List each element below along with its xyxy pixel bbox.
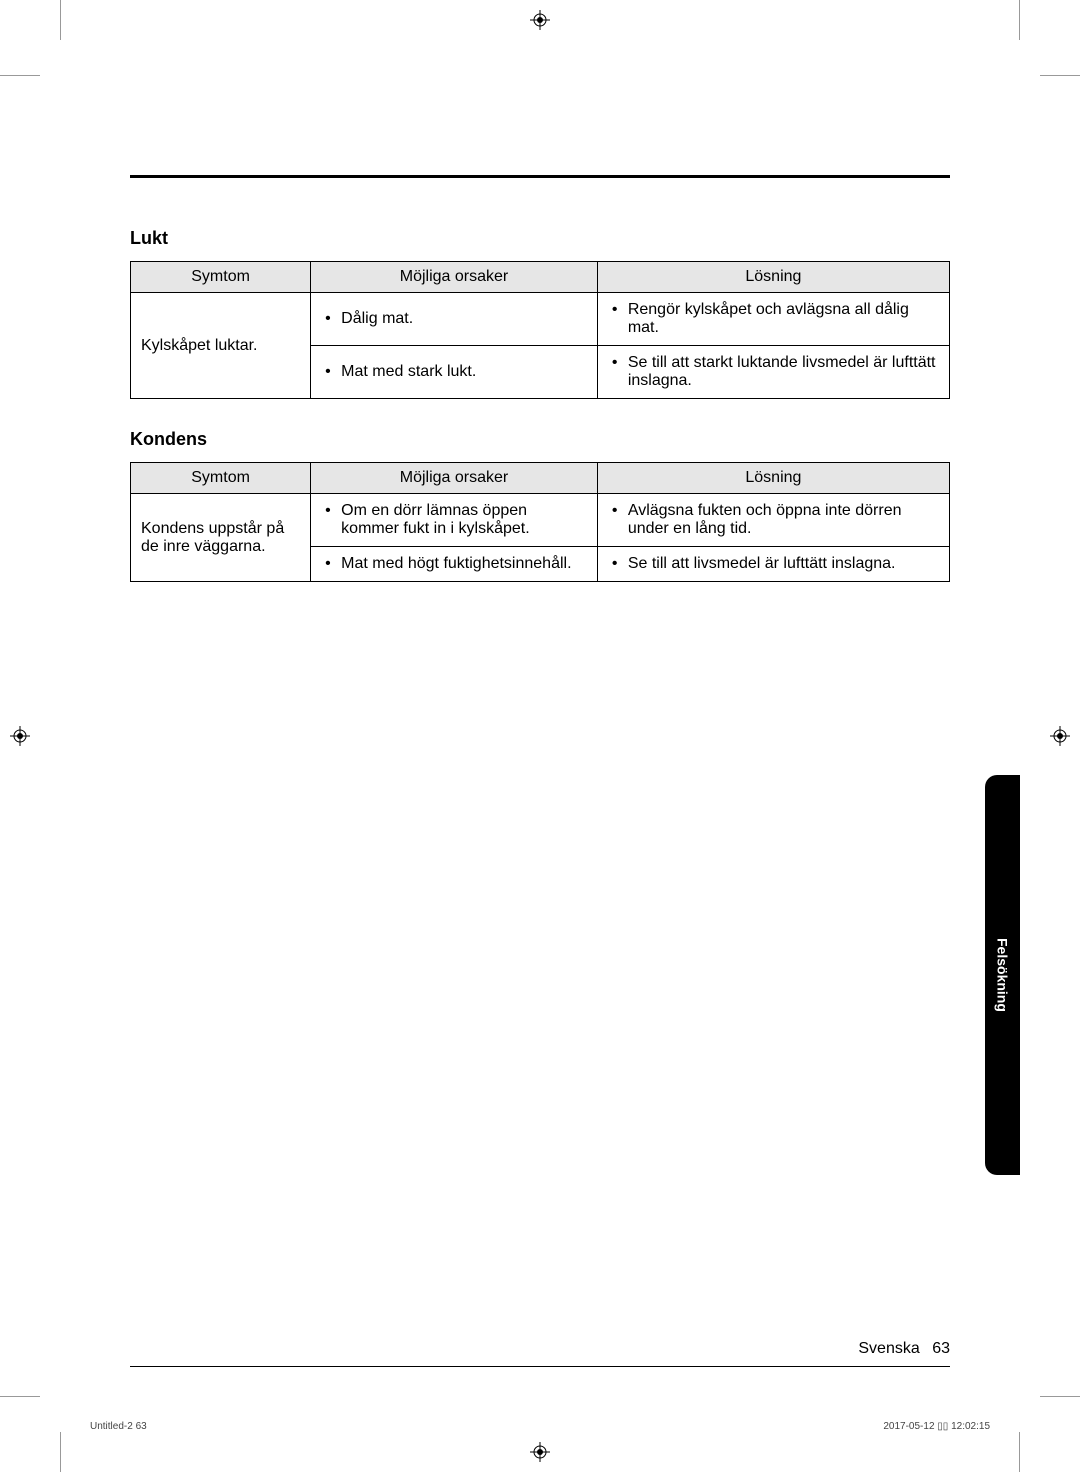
footer-page-number: 63 (932, 1340, 950, 1357)
table-header-cause: Möjliga orsaker (311, 463, 598, 494)
solution-text: Se till att livsmedel är lufttätt inslag… (608, 555, 939, 573)
symptom-cell: Kylskåpet luktar. (131, 293, 311, 399)
table-header-solution: Lösning (597, 262, 949, 293)
crop-mark (1019, 1432, 1020, 1472)
cause-cell: Mat med stark lukt. (311, 346, 598, 399)
registration-mark-icon (530, 10, 550, 30)
solution-text: Avlägsna fukten och öppna inte dörren un… (608, 502, 939, 538)
section-side-tab: Felsökning (985, 775, 1020, 1175)
registration-mark-icon (530, 1442, 550, 1462)
header-rule (130, 175, 950, 178)
table-row: Kylskåpet luktar. Dålig mat. Rengör kyls… (131, 293, 950, 346)
page-footer-area: Svenska 63 (130, 1366, 950, 1367)
symptom-cell: Kondens uppstår på de inre väggarna. (131, 494, 311, 582)
print-meta-left: Untitled-2 63 (90, 1421, 147, 1432)
table-row: Kondens uppstår på de inre väggarna. Om … (131, 494, 950, 547)
crop-mark (1019, 0, 1020, 40)
cause-text: Mat med stark lukt. (321, 363, 587, 381)
cause-text: Dålig mat. (321, 310, 587, 328)
solution-text: Rengör kylskåpet och avlägsna all dålig … (608, 301, 939, 337)
cause-text: Mat med högt fuktighetsinnehåll. (321, 555, 587, 573)
side-tab-label: Felsökning (995, 938, 1011, 1012)
cause-cell: Mat med högt fuktighetsinnehåll. (311, 547, 598, 582)
section-heading-lukt: Lukt (130, 228, 950, 249)
table-header-cause: Möjliga orsaker (311, 262, 598, 293)
table-header-symptom: Symtom (131, 463, 311, 494)
print-metadata: Untitled-2 63 2017-05-12 ▯▯ 12:02:15 (90, 1421, 990, 1432)
solution-text: Se till att starkt luktande livsmedel är… (608, 354, 939, 390)
troubleshooting-table-kondens: Symtom Möjliga orsaker Lösning Kondens u… (130, 462, 950, 582)
footer-rule (130, 1366, 950, 1367)
footer-language: Svenska (858, 1340, 919, 1357)
crop-mark (60, 1432, 61, 1472)
cause-text: Om en dörr lämnas öppen kommer fukt in i… (321, 502, 587, 538)
solution-cell: Rengör kylskåpet och avlägsna all dålig … (597, 293, 949, 346)
troubleshooting-table-lukt: Symtom Möjliga orsaker Lösning Kylskåpet… (130, 261, 950, 399)
solution-cell: Se till att starkt luktande livsmedel är… (597, 346, 949, 399)
page-content: Lukt Symtom Möjliga orsaker Lösning Kyls… (60, 75, 1020, 1397)
section-heading-kondens: Kondens (130, 429, 950, 450)
crop-mark (1040, 75, 1080, 76)
solution-cell: Avlägsna fukten och öppna inte dörren un… (597, 494, 949, 547)
crop-mark (0, 75, 40, 76)
crop-mark (1040, 1396, 1080, 1397)
crop-mark (60, 0, 61, 40)
table-header-solution: Lösning (597, 463, 949, 494)
solution-cell: Se till att livsmedel är lufttätt inslag… (597, 547, 949, 582)
registration-mark-icon (10, 726, 30, 746)
page-footer: Svenska 63 (858, 1340, 950, 1358)
table-header-symptom: Symtom (131, 262, 311, 293)
cause-cell: Dålig mat. (311, 293, 598, 346)
print-meta-right: 2017-05-12 ▯▯ 12:02:15 (883, 1421, 990, 1432)
crop-mark (0, 1396, 40, 1397)
registration-mark-icon (1050, 726, 1070, 746)
cause-cell: Om en dörr lämnas öppen kommer fukt in i… (311, 494, 598, 547)
